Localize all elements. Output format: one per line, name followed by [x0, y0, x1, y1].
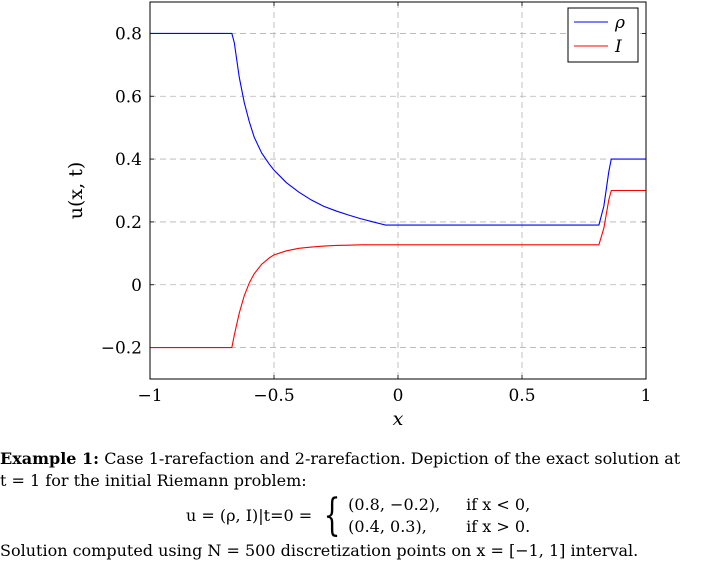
- series-line-0: [150, 32, 646, 226]
- chart: −1 −0.5 0 0.5 1 −0.200.20.40.60.8 x u(x, t) …: [65, 1, 651, 430]
- legend-label-rho: ρ: [614, 13, 625, 33]
- plot-frame: [149, 1, 647, 380]
- caption-example-label: Example 1:: [0, 449, 100, 468]
- legend-box: [567, 7, 639, 63]
- formula-lhs: u = (ρ, I)|t=0 =: [186, 506, 313, 525]
- case-2-value: (0.4, 0.3),: [348, 517, 427, 536]
- case-1-condition: if x < 0,: [466, 495, 531, 514]
- x-tick-label-2: 0: [393, 386, 404, 406]
- case-1-value: (0.8, −0.2),: [348, 495, 441, 514]
- caption-line-2: t = 1 for the initial Riemann problem:: [0, 471, 307, 490]
- caption-line-1: Example 1: Case 1-rarefaction and 2-rare…: [0, 448, 717, 470]
- x-tick-label-1: −0.5: [253, 386, 294, 406]
- caption-last-line: Solution computed using N = 500 discreti…: [0, 541, 639, 560]
- y-tick-label-5: 0.8: [115, 24, 142, 44]
- formula-case-2: (0.4, 0.3), if x > 0.: [348, 516, 530, 538]
- x-tick-label-0: −1: [137, 386, 162, 406]
- series-line-1: [150, 189, 646, 349]
- legend: ρ I: [567, 7, 639, 63]
- riemann-formula: u = (ρ, I)|t=0 = { (0.8, −0.2), if x < 0…: [0, 492, 717, 540]
- y-tick-label-4: 0.6: [115, 87, 142, 107]
- caption-line-1-text: Case 1-rarefaction and 2-rarefaction. De…: [104, 449, 681, 468]
- x-tick-label-4: 1: [641, 386, 652, 406]
- y-tick-labels: −0.2 0 0.2 0.4 0.6 0.8: [101, 24, 142, 358]
- formula-cases: (0.8, −0.2), if x < 0, (0.4, 0.3), if x …: [348, 494, 530, 538]
- formula-brace: {: [323, 490, 341, 541]
- series-layer: [150, 32, 646, 349]
- y-tick-label-0: −0.2: [101, 339, 142, 359]
- y-axis-label: u(x, t): [65, 162, 87, 220]
- y-tick-label-1: 0: [131, 276, 142, 296]
- case-2-condition: if x > 0.: [466, 517, 531, 536]
- legend-label-i: I: [614, 37, 622, 57]
- x-axis-label: x: [393, 408, 404, 430]
- y-tick-label-3: 0.4: [115, 150, 142, 170]
- figure-caption: Example 1: Case 1-rarefaction and 2-rare…: [0, 448, 717, 562]
- y-tick-label-2: 0.2: [115, 213, 142, 233]
- x-tick-labels: −1 −0.5 0 0.5 1: [137, 386, 651, 406]
- x-tick-label-3: 0.5: [508, 386, 535, 406]
- formula-case-1: (0.8, −0.2), if x < 0,: [348, 494, 530, 516]
